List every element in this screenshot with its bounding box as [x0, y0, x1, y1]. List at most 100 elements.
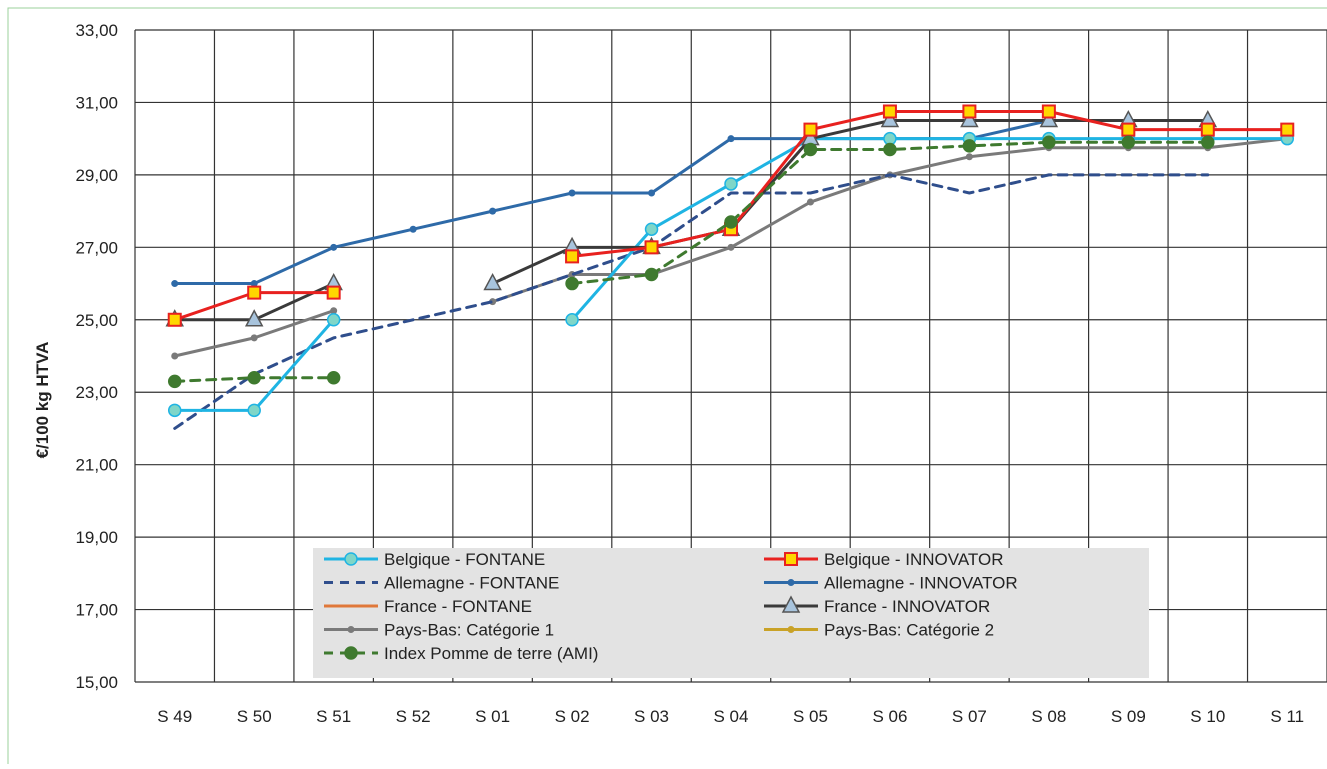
- data-point: [787, 579, 795, 586]
- x-tick-labels: S 49 S 50 S 51 S 52 S 01 S 02 S 03 S 04 S 05 S 06…: [157, 707, 1304, 726]
- data-point: [803, 122, 818, 137]
- legend-label: Belgique - FONTANE: [384, 550, 545, 569]
- y-tick-label: 31,00: [75, 93, 118, 112]
- data-point: [565, 276, 579, 291]
- x-tick-label: S 50: [237, 707, 272, 726]
- x-tick-label: S 01: [475, 707, 510, 726]
- data-point: [344, 552, 358, 566]
- data-point: [1200, 122, 1215, 137]
- data-point: [803, 142, 818, 157]
- data-point: [644, 240, 659, 255]
- data-point: [1041, 104, 1056, 119]
- data-point: [883, 142, 897, 157]
- data-point: [247, 285, 262, 300]
- data-point: [644, 267, 659, 282]
- data-point: [965, 153, 973, 161]
- x-tick-label: S 02: [555, 707, 590, 726]
- series-layer: [165, 104, 1295, 430]
- data-point: [247, 403, 261, 418]
- data-point: [326, 313, 341, 327]
- legend-label: Pays-Bas: Catégorie 1: [384, 621, 554, 640]
- y-tick-label: 23,00: [75, 383, 118, 402]
- series-1: [167, 104, 1295, 327]
- y-tick-label: 21,00: [75, 456, 118, 475]
- legend-box: [313, 548, 1149, 678]
- data-point: [326, 370, 341, 385]
- x-tick-label: S 05: [793, 707, 828, 726]
- data-point: [1280, 122, 1295, 137]
- data-point: [1121, 122, 1136, 137]
- data-point: [250, 334, 258, 342]
- series-8: [167, 135, 1215, 389]
- y-tick-label: 29,00: [75, 166, 118, 185]
- series-2: [173, 173, 1210, 430]
- data-point: [727, 135, 735, 143]
- data-point: [409, 225, 417, 233]
- x-tick-label: S 07: [952, 707, 987, 726]
- x-tick-label: S 08: [1031, 707, 1066, 726]
- data-point: [568, 189, 576, 197]
- data-point: [781, 595, 801, 613]
- data-point: [727, 243, 735, 251]
- data-point: [344, 646, 358, 660]
- x-tick-label: S 49: [157, 707, 192, 726]
- x-tick-label: S 51: [316, 707, 351, 726]
- data-point: [1201, 135, 1215, 150]
- legend-label: Allemagne - INNOVATOR: [824, 574, 1018, 593]
- data-point: [880, 109, 900, 128]
- data-point: [962, 104, 977, 119]
- data-point: [644, 222, 659, 236]
- x-tick-label: S 09: [1111, 707, 1146, 726]
- x-tick-label: S 06: [872, 707, 907, 726]
- y-tick-label: 33,00: [75, 21, 118, 40]
- data-point: [167, 312, 182, 327]
- data-point: [784, 552, 798, 566]
- data-point: [882, 104, 897, 119]
- series-line: [173, 119, 1210, 286]
- series-line: [173, 173, 1210, 430]
- y-tick-label: 15,00: [75, 673, 118, 692]
- x-tick-label: S 52: [396, 707, 431, 726]
- legend-label: France - INNOVATOR: [824, 597, 990, 616]
- data-point: [247, 370, 261, 385]
- y-tick-label: 19,00: [75, 528, 118, 547]
- legend: Belgique - FONTANE Belgique - INNOVATOR Al…: [313, 548, 1149, 678]
- legend-label: Pays-Bas: Catégorie 2: [824, 621, 994, 640]
- data-point: [960, 109, 979, 128]
- data-point: [1042, 135, 1056, 150]
- x-tick-label: S 04: [714, 707, 749, 726]
- series-line: [570, 137, 1289, 322]
- data-point: [489, 207, 497, 215]
- data-point: [171, 352, 179, 360]
- data-point: [167, 374, 182, 389]
- x-tick-label: S 03: [634, 707, 669, 726]
- series-line: [570, 110, 1289, 258]
- data-point: [724, 215, 738, 229]
- x-tick-label: S 10: [1190, 707, 1225, 726]
- y-axis-label: €/100 kg HTVA: [33, 342, 52, 459]
- data-point: [565, 313, 579, 327]
- data-point: [167, 403, 182, 418]
- data-point: [250, 280, 258, 288]
- data-point: [347, 626, 355, 633]
- y-tick-label: 25,00: [75, 311, 118, 330]
- data-point: [962, 139, 977, 153]
- data-point: [1039, 109, 1059, 128]
- x-tick-label: S 11: [1270, 707, 1304, 726]
- data-point: [787, 626, 795, 633]
- y-tick-labels: 15,00 17,00 19,00 21,00 23,00 25,00 27,00 29,00…: [75, 21, 118, 692]
- data-point: [330, 243, 338, 251]
- data-point: [171, 280, 179, 288]
- y-tick-label: 17,00: [75, 601, 118, 620]
- y-tick-label: 27,00: [75, 238, 118, 257]
- data-point: [1121, 135, 1136, 150]
- data-point: [483, 272, 502, 291]
- data-point: [806, 198, 814, 206]
- legend-label: Index Pomme de terre (AMI): [384, 644, 598, 663]
- legend-label: Allemagne - FONTANE: [384, 574, 559, 593]
- data-point: [648, 189, 656, 197]
- data-point: [724, 177, 738, 191]
- data-point: [565, 249, 580, 264]
